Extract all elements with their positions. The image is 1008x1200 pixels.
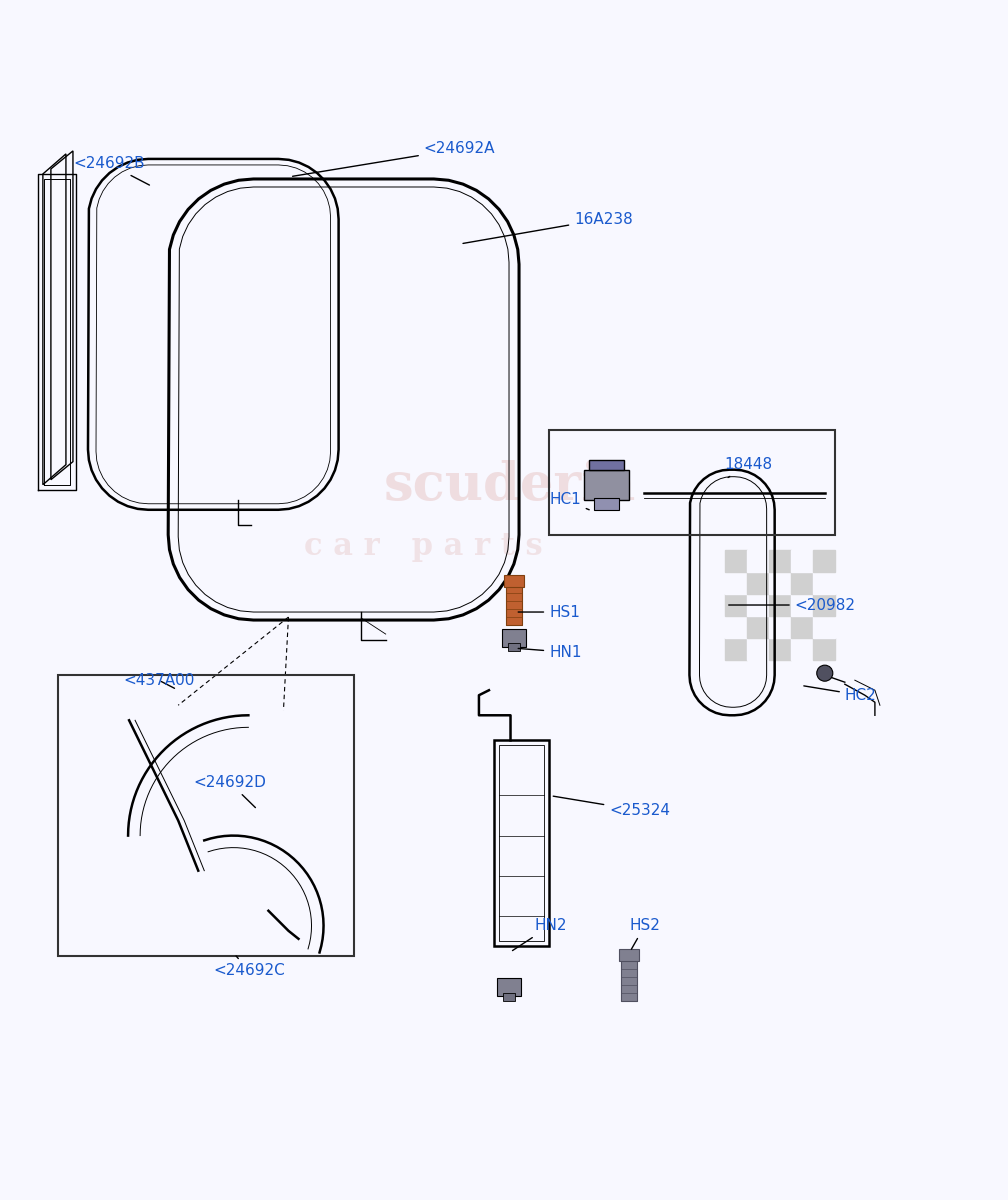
Bar: [508, 643, 520, 652]
Text: <24692D: <24692D: [194, 775, 266, 808]
Bar: [549, 430, 835, 535]
Text: <24692A: <24692A: [292, 142, 495, 176]
Bar: [790, 550, 812, 572]
Text: 16A238: 16A238: [463, 211, 633, 244]
Bar: [747, 594, 769, 616]
Bar: [790, 638, 812, 660]
Text: HC1: HC1: [549, 492, 590, 510]
Bar: [747, 550, 769, 572]
Bar: [619, 949, 639, 961]
Bar: [504, 575, 524, 587]
Bar: [725, 594, 747, 616]
Bar: [769, 616, 790, 638]
Bar: [57, 676, 354, 956]
Bar: [502, 629, 526, 647]
Text: scuderia: scuderia: [384, 460, 636, 511]
Bar: [585, 469, 629, 499]
Bar: [769, 594, 790, 616]
Bar: [725, 572, 747, 594]
Text: <20982: <20982: [729, 598, 856, 612]
Bar: [747, 572, 769, 594]
Bar: [769, 572, 790, 594]
Bar: [790, 594, 812, 616]
Text: HS2: HS2: [629, 918, 660, 949]
Text: <25324: <25324: [553, 796, 670, 818]
Bar: [497, 978, 521, 996]
Text: <437A00: <437A00: [123, 673, 195, 689]
Bar: [590, 460, 624, 469]
Bar: [790, 616, 812, 638]
Bar: [812, 616, 835, 638]
Bar: [812, 638, 835, 660]
Bar: [725, 616, 747, 638]
Text: <24692B: <24692B: [73, 156, 149, 185]
Bar: [769, 550, 790, 572]
Bar: [499, 745, 544, 941]
Text: HS1: HS1: [518, 605, 580, 619]
Bar: [503, 992, 515, 1001]
Circle shape: [816, 665, 833, 682]
Text: c a r   p a r t s: c a r p a r t s: [303, 530, 542, 562]
Bar: [725, 638, 747, 660]
Text: HN2: HN2: [512, 918, 566, 950]
Text: 18448: 18448: [725, 457, 773, 478]
Bar: [494, 740, 549, 946]
Bar: [595, 498, 619, 510]
Bar: [621, 959, 637, 1001]
Text: <24692C: <24692C: [214, 956, 285, 978]
Bar: [747, 616, 769, 638]
Bar: [812, 572, 835, 594]
Bar: [747, 638, 769, 660]
Text: HN1: HN1: [518, 644, 582, 660]
Bar: [769, 638, 790, 660]
Bar: [812, 594, 835, 616]
Bar: [790, 572, 812, 594]
Bar: [506, 584, 522, 625]
Text: HC2: HC2: [803, 686, 877, 703]
Bar: [725, 550, 747, 572]
Bar: [812, 550, 835, 572]
